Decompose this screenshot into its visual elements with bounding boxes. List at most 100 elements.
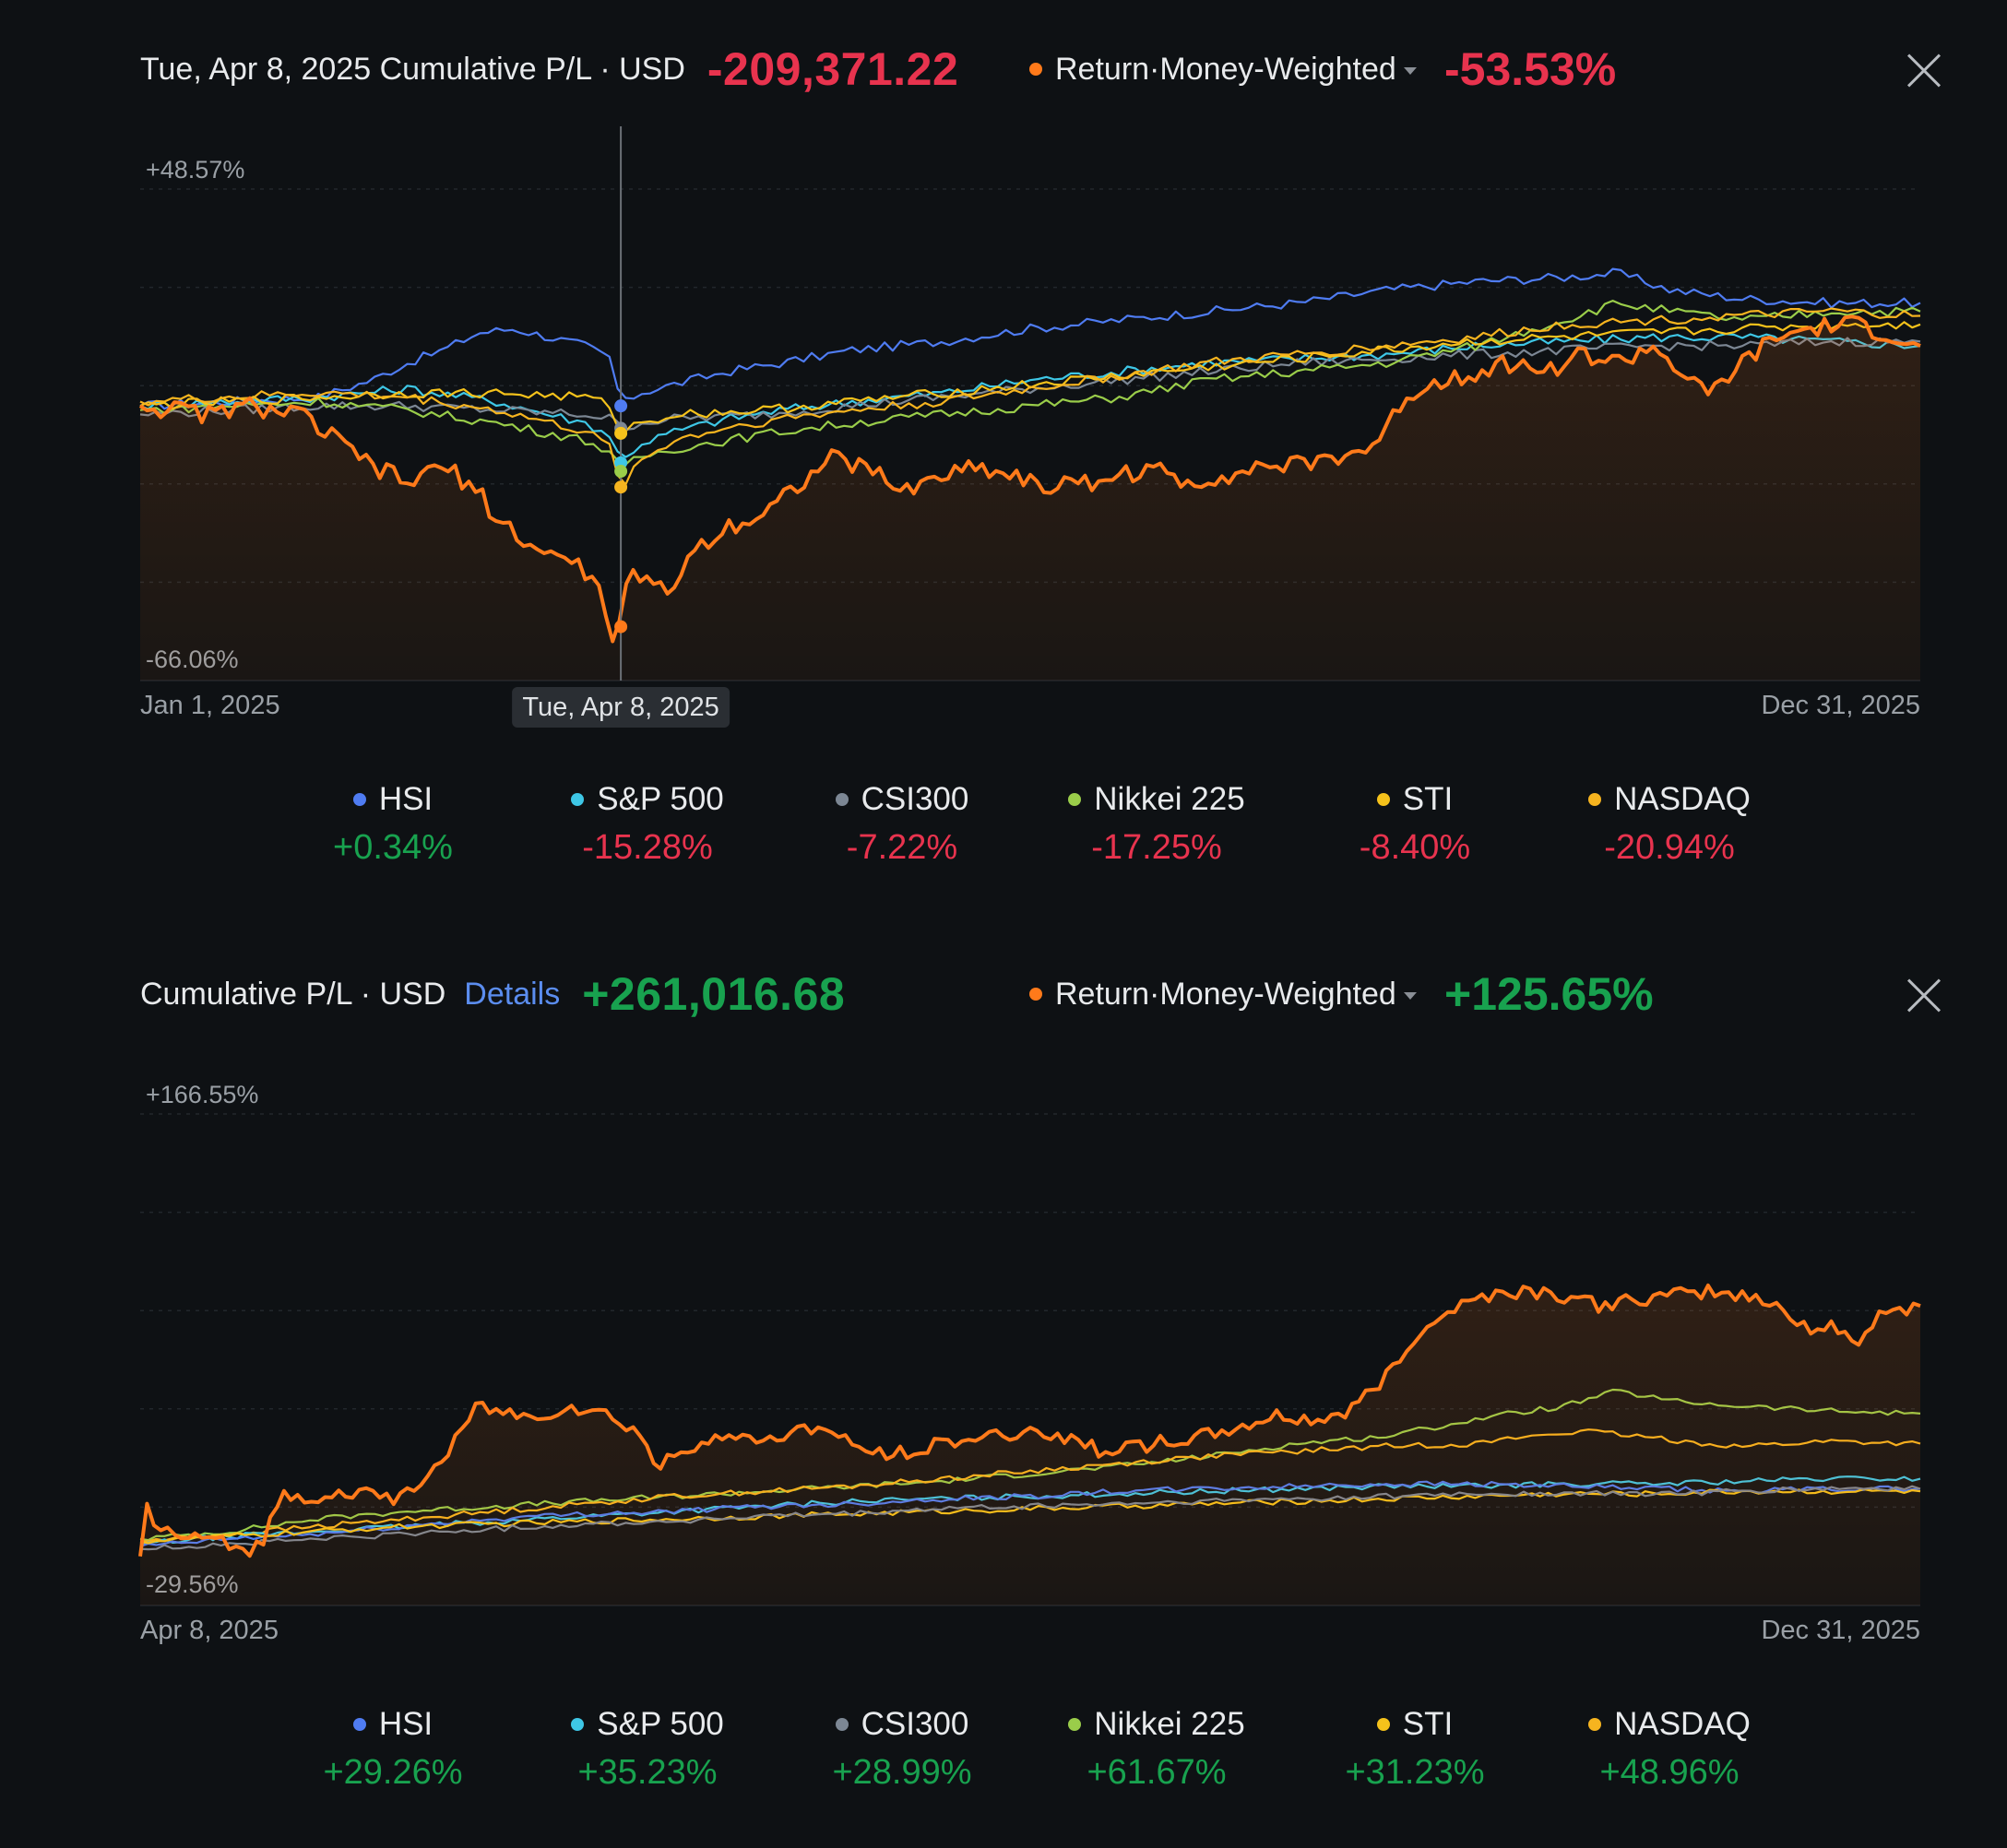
series-line-hsi xyxy=(139,267,1921,410)
benchmark-legend: HSI +0.34% S&P 500 -15.28% CSI300 -7.22% Nikke… xyxy=(0,776,2007,887)
legend-label: S&P 500 xyxy=(597,781,724,817)
close-icon[interactable] xyxy=(1906,977,1942,1013)
y-max-label: +48.57% xyxy=(146,156,244,184)
legend-label: CSI300 xyxy=(861,781,969,817)
legend-label: S&P 500 xyxy=(597,1706,724,1742)
legend-label: STI xyxy=(1402,1706,1454,1742)
legend-dot xyxy=(352,793,366,806)
legend-label: HSI xyxy=(378,781,433,817)
return-series-dot xyxy=(1029,63,1042,76)
legend-dot xyxy=(1376,1718,1390,1731)
legend-item-s-p-500[interactable]: S&P 500 -15.28% xyxy=(518,776,777,868)
legend-value: +0.34% xyxy=(333,828,453,867)
legend-value: -7.22% xyxy=(846,828,958,867)
legend-value: +35.23% xyxy=(577,1753,718,1792)
legend-value: +31.23% xyxy=(1345,1753,1485,1792)
legend-name: NASDAQ xyxy=(1540,1701,1799,1747)
x-end-label: Dec 31, 2025 xyxy=(1761,691,1920,720)
legend-value: -17.25% xyxy=(1091,828,1222,867)
legend-name: STI xyxy=(1286,1701,1544,1747)
legend-item-hsi[interactable]: HSI +0.34% xyxy=(264,776,522,868)
legend-dot xyxy=(1588,793,1602,806)
series-line-return-money-weighted xyxy=(138,1283,1921,1558)
legend-value: +29.26% xyxy=(323,1753,463,1792)
legend-label: Nikkei 225 xyxy=(1094,781,1245,817)
legend-item-csi300[interactable]: CSI300 +28.99% xyxy=(773,1701,1031,1793)
legend-value: -15.28% xyxy=(582,828,713,867)
legend-label: NASDAQ xyxy=(1614,1706,1751,1742)
legend-item-nasdaq[interactable]: NASDAQ +48.96% xyxy=(1540,1701,1799,1793)
legend-item-s-p-500[interactable]: S&P 500 +35.23% xyxy=(518,1701,777,1793)
return-value: -53.53% xyxy=(1444,43,1617,95)
legend-name: HSI xyxy=(264,776,522,823)
panel-header: Cumulative P/L · USD Details +261,016.68 xyxy=(140,964,845,1025)
series-line-return-money-weighted xyxy=(138,314,1921,644)
panel-header: Tue, Apr 8, 2025 Cumulative P/L · USD -2… xyxy=(140,39,958,100)
legend-dot xyxy=(835,793,849,806)
return-type-dropdown[interactable]: Return·Money-Weighted xyxy=(1029,39,1417,100)
legend-name: Nikkei 225 xyxy=(1027,776,1286,823)
x-start-label: Apr 8, 2025 xyxy=(140,1616,279,1645)
y-max-label: +166.55% xyxy=(146,1081,258,1108)
legend-value: +28.99% xyxy=(832,1753,972,1792)
return-type-label: Return·Money-Weighted xyxy=(1055,976,1396,1012)
legend-value: +61.67% xyxy=(1087,1753,1227,1792)
benchmark-legend: HSI +29.26% S&P 500 +35.23% CSI300 +28.99% Nik… xyxy=(0,1701,2007,1812)
legend-name: STI xyxy=(1286,776,1544,823)
crosshair-point xyxy=(614,426,628,440)
return-series-dot xyxy=(1029,988,1042,1001)
legend-item-csi300[interactable]: CSI300 -7.22% xyxy=(773,776,1031,868)
cumulative-pl-value: +261,016.68 xyxy=(582,968,846,1020)
close-icon[interactable] xyxy=(1906,52,1942,89)
legend-item-sti[interactable]: STI +31.23% xyxy=(1286,1701,1544,1793)
legend-label: NASDAQ xyxy=(1614,781,1751,817)
legend-value: -8.40% xyxy=(1359,828,1471,867)
legend-value: +48.96% xyxy=(1599,1753,1740,1792)
crosshair-point xyxy=(614,399,628,413)
legend-dot xyxy=(835,1718,849,1731)
crosshair-point xyxy=(614,480,628,494)
legend-item-sti[interactable]: STI -8.40% xyxy=(1286,776,1544,868)
date-tooltip xyxy=(512,687,730,728)
return-type-dropdown[interactable]: Return·Money-Weighted xyxy=(1029,964,1417,1025)
legend-item-nikkei-225[interactable]: Nikkei 225 -17.25% xyxy=(1027,776,1286,868)
crosshair-point xyxy=(614,465,628,479)
series-line-s-p-500 xyxy=(139,333,1921,458)
legend-name: CSI300 xyxy=(773,776,1031,823)
crosshair-point xyxy=(614,620,628,634)
header-label: Cumulative P/L · USD xyxy=(140,976,446,1012)
return-value: +125.65% xyxy=(1444,968,1654,1020)
legend-name: S&P 500 xyxy=(518,1701,777,1747)
legend-name: Nikkei 225 xyxy=(1027,1701,1286,1747)
return-type-label: Return·Money-Weighted xyxy=(1055,51,1396,87)
legend-label: Nikkei 225 xyxy=(1094,1706,1245,1742)
legend-label: HSI xyxy=(378,1706,433,1742)
series-line-nikkei-225 xyxy=(139,300,1921,466)
return-area xyxy=(140,1285,1920,1605)
legend-label: CSI300 xyxy=(861,1706,969,1742)
details-link[interactable]: Details xyxy=(464,976,561,1012)
return-area xyxy=(140,316,1920,681)
cumulative-pl-value: -209,371.22 xyxy=(707,43,959,95)
series-line-nasdaq xyxy=(139,307,1921,486)
legend-dot xyxy=(352,1718,366,1731)
legend-dot xyxy=(571,1718,585,1731)
chevron-down-icon xyxy=(1403,67,1417,75)
legend-item-hsi[interactable]: HSI +29.26% xyxy=(264,1701,522,1793)
legend-dot xyxy=(1376,793,1390,806)
legend-value: -20.94% xyxy=(1604,828,1735,867)
header-label: Tue, Apr 8, 2025 Cumulative P/L · USD xyxy=(140,51,685,87)
legend-item-nikkei-225[interactable]: Nikkei 225 +61.67% xyxy=(1027,1701,1286,1793)
x-start-label: Jan 1, 2025 xyxy=(140,691,280,720)
legend-name: CSI300 xyxy=(773,1701,1031,1747)
legend-dot xyxy=(571,793,585,806)
chevron-down-icon xyxy=(1403,992,1417,1000)
legend-name: HSI xyxy=(264,1701,522,1747)
legend-item-nasdaq[interactable]: NASDAQ -20.94% xyxy=(1540,776,1799,868)
legend-name: S&P 500 xyxy=(518,776,777,823)
legend-label: STI xyxy=(1402,781,1454,817)
